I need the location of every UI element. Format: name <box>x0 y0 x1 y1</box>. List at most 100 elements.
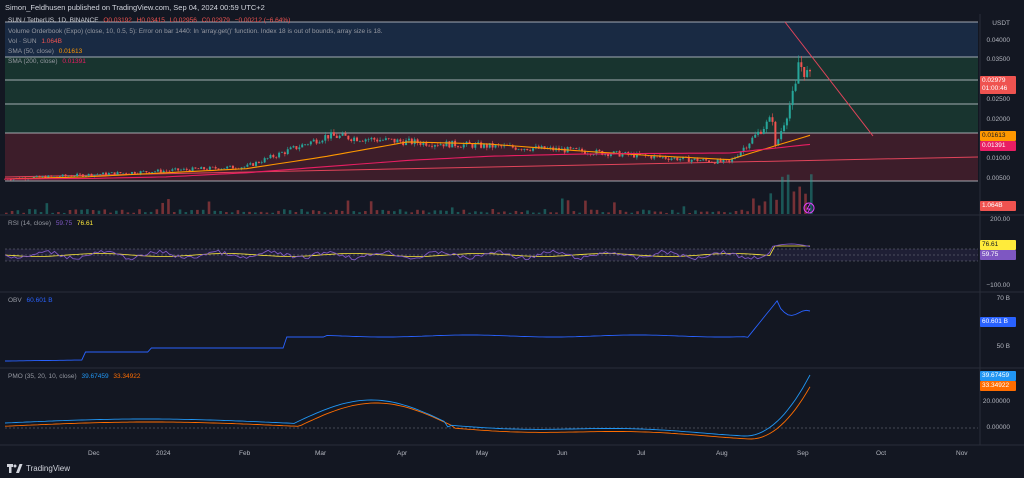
volume-bar <box>161 202 164 214</box>
candle-body <box>159 169 162 173</box>
volume-bar <box>416 209 419 214</box>
candle-body <box>61 174 64 177</box>
candle-body <box>419 143 422 145</box>
candle-body <box>456 146 459 148</box>
rsi-ma-tag: 76.61 <box>980 240 1016 250</box>
orderbook-error[interactable]: Volume Orderbook (Expo) (close, 10, 0.5,… <box>8 28 383 35</box>
candle-body <box>745 147 748 149</box>
sma200-label: SMA (200, close) <box>8 58 58 65</box>
lightning-icon[interactable] <box>803 202 815 214</box>
candle-body <box>76 173 79 177</box>
price-tick-8: 0.00500 <box>986 175 1011 182</box>
candle-body <box>332 132 335 136</box>
volume-bar <box>28 209 31 214</box>
symbol-legend[interactable]: SUN / TetherUS, 1D, BINANCE O0.03192 H0.… <box>8 17 290 24</box>
volume-bar <box>456 211 460 214</box>
volume-bar <box>346 200 350 214</box>
candle-body <box>800 62 803 67</box>
candle-body <box>742 147 745 152</box>
candle-body <box>578 148 581 150</box>
candle-body <box>785 118 788 126</box>
sma50-label: SMA (50, close) <box>8 48 54 55</box>
candle-body <box>791 90 794 106</box>
candle-body <box>583 151 586 154</box>
candle-body <box>180 169 183 171</box>
candle-body <box>774 121 777 146</box>
currency-label: USDT <box>992 20 1010 27</box>
candle-body <box>55 175 58 177</box>
candle-body <box>185 168 188 170</box>
candle-body <box>335 135 338 138</box>
candle-body <box>682 156 685 159</box>
candle-body <box>41 176 44 178</box>
downtrend-line[interactable] <box>784 21 874 137</box>
candle-body <box>84 175 87 177</box>
volume-bar <box>213 210 217 214</box>
candle-body <box>353 137 356 142</box>
candle-body <box>416 139 419 144</box>
volume-bar <box>462 209 466 214</box>
volume-bar <box>560 198 564 214</box>
volume-bar <box>537 212 541 214</box>
volume-bar <box>439 210 442 214</box>
candle-body <box>780 131 783 140</box>
candle-body <box>462 144 465 148</box>
candle-body <box>673 157 676 159</box>
pmo-axis-zero: 0.00000 <box>986 424 1011 431</box>
volume-bar <box>352 211 356 214</box>
sma50-legend[interactable]: SMA (50, close) 0.01613 <box>8 48 82 55</box>
volume-bar <box>682 206 686 214</box>
last-price-tag: 0.02979 01:00:46 <box>980 76 1016 94</box>
volume-bar <box>68 209 72 214</box>
price-tick-7: 0.01000 <box>986 155 1011 162</box>
pmo-legend[interactable]: PMO (35, 20, 10, close) 39.67459 33.3492… <box>8 373 141 380</box>
volume-bar <box>340 210 344 214</box>
candle-body <box>480 142 483 148</box>
candle-body <box>387 138 390 139</box>
candle-body <box>783 125 786 132</box>
volume-bar <box>572 211 576 214</box>
rsi-band <box>5 249 978 261</box>
candle-body <box>679 158 682 161</box>
candle-body <box>794 83 797 91</box>
candle-body <box>90 173 93 177</box>
footer-brand: TradingView <box>26 464 71 473</box>
candle-body <box>338 135 341 138</box>
volume-bar <box>618 210 622 214</box>
volume-bar <box>717 211 720 214</box>
rsi-legend[interactable]: RSI (14, close) 59.75 76.61 <box>8 220 93 227</box>
candle-body <box>142 171 145 172</box>
support-trend-line[interactable] <box>4 156 979 178</box>
candle-body <box>347 135 350 140</box>
volume-bar <box>781 176 784 214</box>
candle-body <box>356 137 359 142</box>
candle-body <box>283 152 286 155</box>
volume-bar <box>798 186 802 214</box>
candle-body <box>252 163 255 166</box>
volume-bar <box>705 211 709 214</box>
symbol-name[interactable]: SUN / TetherUS, 1D, BINANCE <box>8 17 99 24</box>
obv-legend[interactable]: OBV 60.601 B <box>8 297 53 304</box>
volume-bar <box>549 212 552 214</box>
candle-body <box>549 147 552 149</box>
volume-bar <box>33 209 37 214</box>
publisher-header: Simon_Feldhusen published on TradingView… <box>5 3 265 12</box>
volume-bars <box>5 174 813 214</box>
time-label-2024: 2024 <box>156 450 171 457</box>
candle-body <box>598 149 601 151</box>
candle-body <box>433 145 436 147</box>
volume-bar <box>375 210 379 214</box>
sma200-legend[interactable]: SMA (200, close) 0.01391 <box>8 58 86 65</box>
volume-legend[interactable]: Vol · SUN 1.064B <box>8 38 62 45</box>
candle-body <box>79 173 82 175</box>
candle-body <box>205 169 208 170</box>
candle-body <box>295 146 298 150</box>
volume-bar <box>763 201 767 214</box>
candle-body <box>431 145 434 147</box>
volume-bar <box>317 210 321 214</box>
candle-body <box>471 143 474 148</box>
candle-body <box>148 172 151 174</box>
candle-body <box>687 156 690 162</box>
tradingview-logo[interactable]: TradingView <box>7 464 70 473</box>
